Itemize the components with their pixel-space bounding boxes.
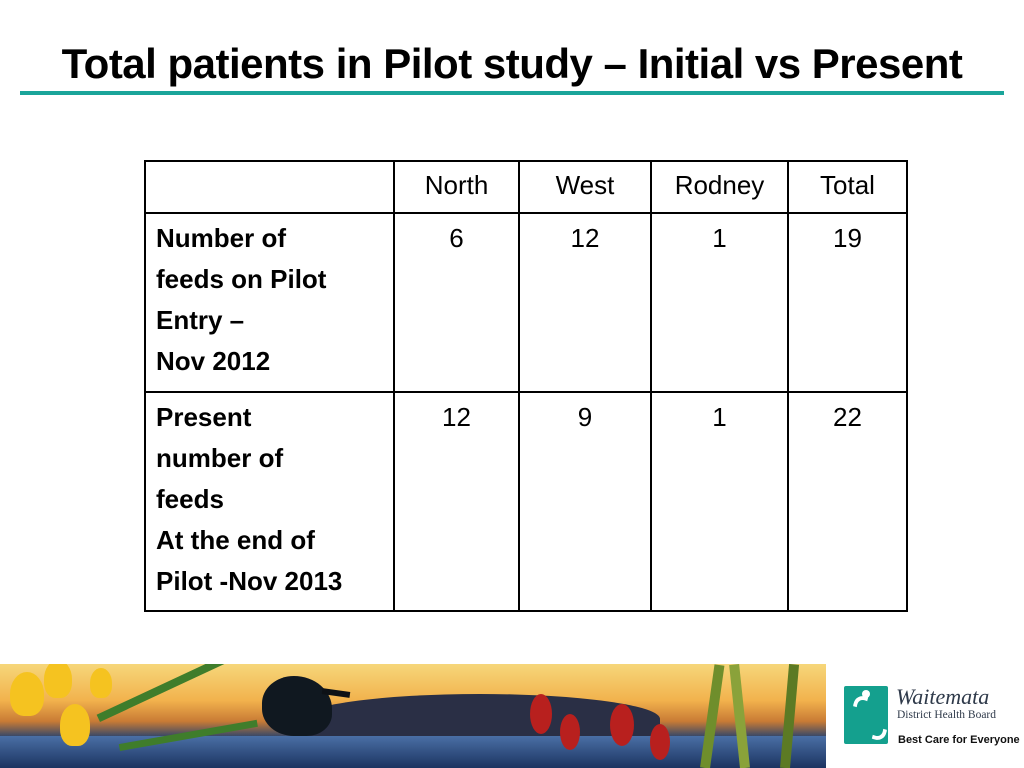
tui-bird-shape — [262, 676, 332, 736]
cell-west: 9 — [518, 391, 652, 612]
row-label-line: feeds on Pilot — [156, 264, 327, 294]
footer-landscape-banner — [0, 664, 826, 768]
header-empty-cell — [144, 160, 395, 214]
patients-table: North West Rodney Total Number of feeds … — [144, 160, 908, 612]
flax-flower-shape — [560, 714, 580, 750]
title-underline — [20, 91, 1004, 95]
cell-west: 12 — [518, 212, 652, 393]
row-label-line: At the end of — [156, 525, 315, 555]
kowhai-flower-shape — [90, 668, 112, 698]
kowhai-flower-shape — [60, 704, 90, 746]
row-label-line: Number of — [156, 223, 286, 253]
row-label-line: Present — [156, 402, 252, 432]
row-label-line: Nov 2012 — [156, 346, 271, 376]
kowhai-flower-shape — [44, 664, 72, 698]
cell-total: 22 — [787, 391, 908, 612]
table-row: Present number of feeds At the end of Pi… — [144, 391, 908, 612]
row-label: Number of feeds on Pilot Entry – Nov 201… — [144, 212, 395, 393]
cell-rodney: 1 — [650, 391, 789, 612]
row-label-line: Pilot -Nov 2013 — [156, 566, 343, 596]
header-west: West — [518, 160, 652, 214]
row-label: Present number of feeds At the end of Pi… — [144, 391, 395, 612]
org-name: Waitemata — [896, 684, 990, 709]
row-label-line: Entry – — [156, 305, 245, 335]
fern-frond-shape — [96, 664, 236, 722]
org-subtitle: District Health Board — [897, 709, 997, 721]
header-rodney: Rodney — [650, 160, 789, 214]
logo-swoosh-shape — [845, 690, 895, 746]
flax-flower-shape — [650, 724, 670, 760]
table-header-row: North West Rodney Total — [144, 160, 908, 214]
logo-dot-shape — [862, 690, 870, 698]
header-total: Total — [787, 160, 908, 214]
row-label-line: feeds — [156, 484, 224, 514]
slide-title: Total patients in Pilot study – Initial … — [61, 40, 963, 87]
flax-flower-shape — [530, 694, 552, 734]
header-north: North — [393, 160, 520, 214]
waitemata-logo-icon — [844, 686, 895, 746]
org-tagline: Best Care for Everyone — [898, 734, 1020, 746]
row-label-line: number of — [156, 443, 284, 473]
cell-north: 12 — [393, 391, 520, 612]
kowhai-flower-shape — [10, 672, 44, 716]
table-row: Number of feeds on Pilot Entry – Nov 201… — [144, 212, 908, 393]
cell-rodney: 1 — [650, 212, 789, 393]
cell-north: 6 — [393, 212, 520, 393]
flax-flower-shape — [610, 704, 634, 746]
cell-total: 19 — [787, 212, 908, 393]
island-hill-shape — [300, 694, 660, 744]
